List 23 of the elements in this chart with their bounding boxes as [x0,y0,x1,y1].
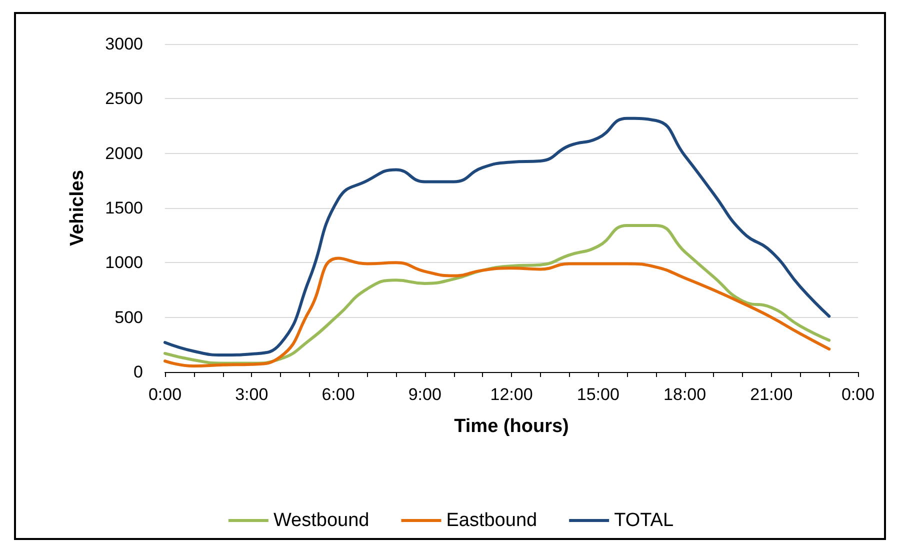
y-tick-label: 500 [114,308,143,327]
y-tick-label: 1500 [105,198,143,218]
x-tick-label: 0:00 [841,385,875,404]
x-axis-title: Time (hours) [454,416,569,437]
legend-label: Westbound [273,510,370,531]
x-tick-label: 3:00 [235,385,268,404]
x-tick-label: 21:00 [750,385,793,404]
x-tick-label: 15:00 [576,385,620,404]
x-tick-label: 0:00 [148,385,182,404]
x-tick-label: 18:00 [663,385,706,404]
x-tick-label: 12:00 [490,385,533,404]
y-tick-label: 3000 [105,34,143,54]
y-tick-label: 2000 [105,144,143,163]
line-series [164,256,831,368]
x-tick-label: 6:00 [322,385,355,404]
y-tick-label: 2500 [105,89,143,108]
legend-label: TOTAL [614,510,674,531]
y-tick-label: 1000 [105,253,143,272]
legend-label: Eastbound [446,510,538,531]
x-tick-label: 9:00 [408,385,442,404]
y-axis-title: Vehicles [67,170,88,246]
y-tick-label: 0 [134,362,143,382]
line-series [164,116,831,357]
